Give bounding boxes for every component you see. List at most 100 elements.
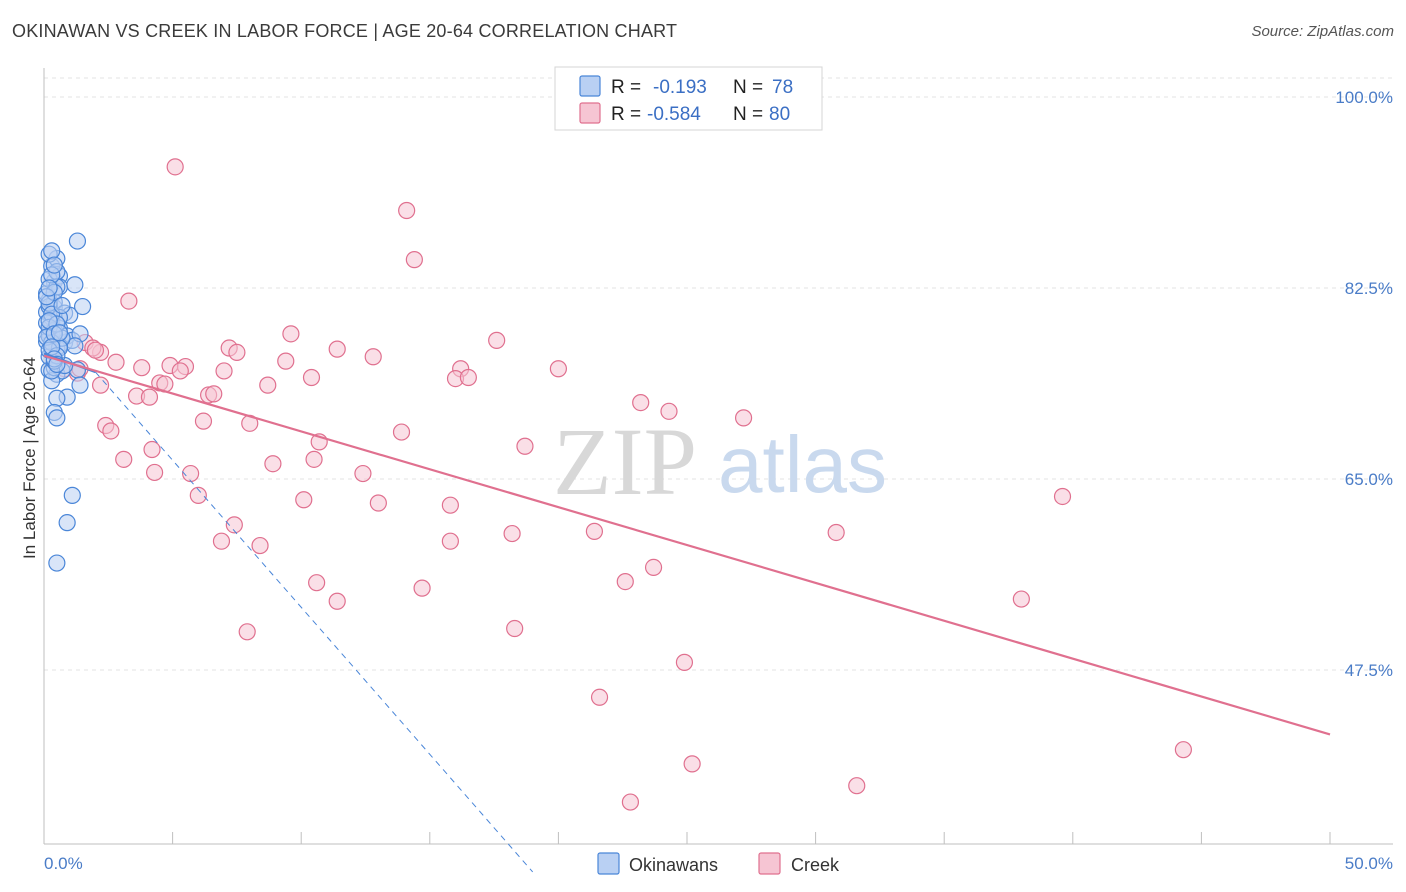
data-point [354, 464, 372, 483]
data-point [302, 368, 321, 387]
data-point [225, 516, 243, 534]
legend-r-label-2: R = [611, 104, 641, 125]
legend-n-label-1: N = [733, 77, 763, 98]
data-point [632, 394, 650, 412]
data-point [50, 324, 69, 342]
axes [43, 68, 1393, 845]
data-point [120, 292, 138, 310]
data-point [189, 486, 207, 504]
data-point [585, 522, 604, 540]
data-point [516, 437, 534, 455]
watermark-zip: ZIP [553, 408, 697, 515]
data-point [405, 251, 423, 269]
data-point [660, 402, 678, 420]
data-point [259, 376, 277, 394]
data-point [171, 362, 189, 380]
data-point [590, 688, 609, 706]
creek-points [55, 158, 1192, 811]
data-point [63, 486, 81, 504]
data-point [66, 276, 84, 294]
watermark-atlas: atlas [718, 420, 887, 509]
okinawans-legend-swatch [597, 852, 620, 875]
data-point [441, 532, 459, 550]
x-ticks [43, 832, 1331, 844]
creek-legend-swatch [758, 852, 781, 875]
data-point [827, 523, 845, 542]
y-tick-label: 100.0% [1335, 88, 1393, 107]
data-point [277, 352, 295, 370]
data-point [734, 409, 753, 427]
data-point [459, 368, 477, 387]
data-point [328, 340, 346, 358]
data-point [621, 793, 640, 811]
data-point [58, 514, 76, 532]
legend-r-label-1: R = [611, 77, 641, 98]
y-axis-label: In Labor Force | Age 20-64 [20, 357, 39, 559]
legend-r-value-1: -0.193 [653, 77, 707, 98]
data-point [1012, 590, 1030, 608]
data-point [364, 348, 382, 366]
trend-line [95, 371, 534, 873]
data-point [683, 755, 701, 773]
data-point [194, 412, 213, 430]
data-point [413, 579, 431, 597]
data-point [115, 450, 133, 468]
data-point [488, 331, 506, 349]
data-point [48, 389, 66, 407]
data-point [107, 353, 125, 371]
data-point [1174, 741, 1192, 759]
data-point [143, 440, 161, 459]
x-tick-label: 50.0% [1345, 854, 1393, 873]
data-point [392, 423, 411, 441]
data-point [328, 592, 346, 610]
data-point [264, 455, 282, 473]
x-tick-label: 0.0% [44, 854, 83, 873]
stats-legend: R = -0.193 N = 78 R = -0.584 N = 80 [554, 66, 823, 131]
gridlines [44, 77, 1393, 671]
data-point [182, 464, 200, 483]
data-point [616, 572, 634, 591]
y-tick-label: 82.5% [1345, 279, 1393, 298]
data-point [441, 496, 459, 514]
data-point [251, 536, 269, 555]
legend-n-label-2: N = [733, 104, 763, 125]
data-point [48, 554, 66, 572]
data-point [53, 296, 71, 315]
data-point [282, 325, 300, 343]
chart-title: OKINAWAN VS CREEK IN LABOR FORCE | AGE 2… [12, 21, 678, 41]
data-point [102, 422, 120, 440]
trend-line [43, 354, 1331, 736]
data-point [73, 297, 92, 316]
data-point [86, 341, 105, 359]
data-point [295, 491, 313, 509]
y-tick-label: 65.0% [1345, 470, 1393, 489]
bottom-legend: Okinawans Creek [597, 852, 840, 875]
data-point [369, 494, 387, 512]
creek-legend-label: Creek [791, 855, 840, 875]
legend-n-value-2: 80 [769, 104, 790, 125]
data-point [133, 359, 151, 377]
data-point [1053, 487, 1072, 506]
data-point [68, 232, 87, 250]
creek-swatch [579, 102, 601, 124]
data-point [43, 242, 61, 260]
data-point [91, 376, 110, 394]
data-point [675, 653, 694, 671]
y-tick-label: 47.5% [1345, 661, 1393, 680]
okinawan-points [37, 232, 92, 572]
data-point [644, 558, 663, 577]
legend-r-value-2: -0.584 [647, 104, 701, 125]
okinawans-legend-label: Okinawans [629, 855, 718, 875]
data-point [205, 385, 223, 403]
data-point [48, 409, 66, 427]
data-point [308, 574, 326, 592]
data-point [215, 362, 233, 380]
x-tick-labels: 0.0% 50.0% [44, 854, 1393, 873]
data-point [503, 524, 521, 543]
y-tick-labels: 47.5% 65.0% 82.5% 100.0% [1335, 88, 1393, 680]
trend-lines [43, 352, 1331, 873]
data-point [71, 376, 89, 394]
data-point [238, 623, 256, 641]
data-point [398, 201, 416, 220]
